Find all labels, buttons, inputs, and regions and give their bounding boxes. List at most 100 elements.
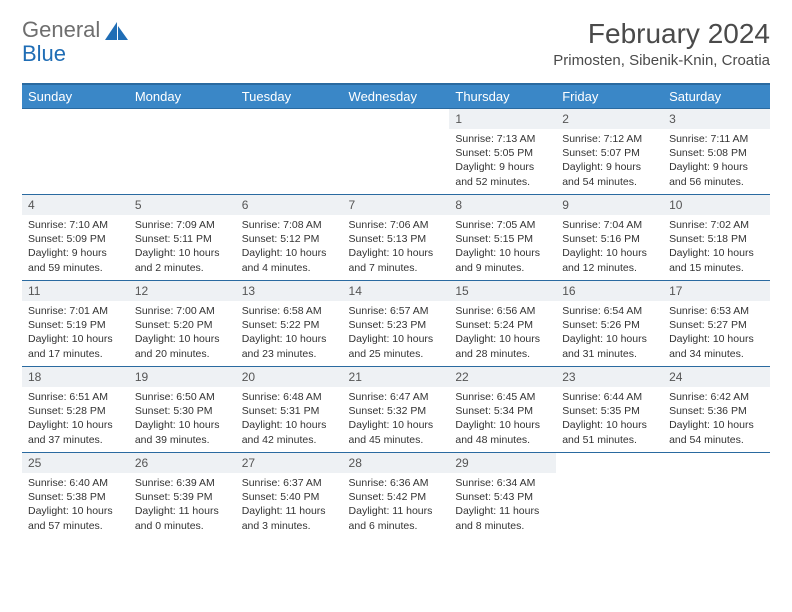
day-number: 28	[343, 453, 450, 473]
daylight-text-1: Daylight: 10 hours	[28, 332, 123, 346]
daylight-text-1: Daylight: 10 hours	[135, 418, 230, 432]
sunset-text: Sunset: 5:08 PM	[669, 146, 764, 160]
calendar-week-row: 11Sunrise: 7:01 AMSunset: 5:19 PMDayligh…	[22, 281, 770, 367]
sunrise-text: Sunrise: 6:54 AM	[562, 304, 657, 318]
day-details: Sunrise: 7:08 AMSunset: 5:12 PMDaylight:…	[236, 215, 343, 279]
daylight-text-1: Daylight: 10 hours	[135, 246, 230, 260]
daylight-text-1: Daylight: 10 hours	[455, 332, 550, 346]
daylight-text-2: and 17 minutes.	[28, 347, 123, 361]
sunset-text: Sunset: 5:28 PM	[28, 404, 123, 418]
daylight-text-1: Daylight: 9 hours	[669, 160, 764, 174]
day-details: Sunrise: 7:00 AMSunset: 5:20 PMDaylight:…	[129, 301, 236, 365]
day-number: 18	[22, 367, 129, 387]
day-details: Sunrise: 6:42 AMSunset: 5:36 PMDaylight:…	[663, 387, 770, 451]
sunset-text: Sunset: 5:19 PM	[28, 318, 123, 332]
sunset-text: Sunset: 5:12 PM	[242, 232, 337, 246]
daylight-text-2: and 2 minutes.	[135, 261, 230, 275]
day-number-empty	[343, 109, 450, 129]
day-number: 2	[556, 109, 663, 129]
sunrise-text: Sunrise: 6:58 AM	[242, 304, 337, 318]
sunrise-text: Sunrise: 7:10 AM	[28, 218, 123, 232]
day-number: 7	[343, 195, 450, 215]
day-details: Sunrise: 6:44 AMSunset: 5:35 PMDaylight:…	[556, 387, 663, 451]
sunset-text: Sunset: 5:42 PM	[349, 490, 444, 504]
calendar-day-cell: 29Sunrise: 6:34 AMSunset: 5:43 PMDayligh…	[449, 453, 556, 539]
sunrise-text: Sunrise: 7:04 AM	[562, 218, 657, 232]
location-text: Primosten, Sibenik-Knin, Croatia	[553, 52, 770, 69]
day-details: Sunrise: 6:57 AMSunset: 5:23 PMDaylight:…	[343, 301, 450, 365]
day-number-empty	[236, 109, 343, 129]
daylight-text-2: and 34 minutes.	[669, 347, 764, 361]
sunrise-text: Sunrise: 6:56 AM	[455, 304, 550, 318]
daylight-text-2: and 57 minutes.	[28, 519, 123, 533]
daylight-text-1: Daylight: 10 hours	[28, 504, 123, 518]
sunrise-text: Sunrise: 7:06 AM	[349, 218, 444, 232]
sunset-text: Sunset: 5:30 PM	[135, 404, 230, 418]
day-details: Sunrise: 7:13 AMSunset: 5:05 PMDaylight:…	[449, 129, 556, 193]
day-details: Sunrise: 6:40 AMSunset: 5:38 PMDaylight:…	[22, 473, 129, 537]
daylight-text-1: Daylight: 10 hours	[349, 246, 444, 260]
sunset-text: Sunset: 5:20 PM	[135, 318, 230, 332]
sunrise-text: Sunrise: 7:02 AM	[669, 218, 764, 232]
day-details: Sunrise: 6:45 AMSunset: 5:34 PMDaylight:…	[449, 387, 556, 451]
calendar-day-cell: 4Sunrise: 7:10 AMSunset: 5:09 PMDaylight…	[22, 195, 129, 281]
day-details: Sunrise: 6:37 AMSunset: 5:40 PMDaylight:…	[236, 473, 343, 537]
daylight-text-2: and 45 minutes.	[349, 433, 444, 447]
sunrise-text: Sunrise: 7:05 AM	[455, 218, 550, 232]
daylight-text-2: and 6 minutes.	[349, 519, 444, 533]
sunset-text: Sunset: 5:39 PM	[135, 490, 230, 504]
calendar-day-cell: 15Sunrise: 6:56 AMSunset: 5:24 PMDayligh…	[449, 281, 556, 367]
day-number: 27	[236, 453, 343, 473]
daylight-text-1: Daylight: 10 hours	[242, 418, 337, 432]
sunrise-text: Sunrise: 7:09 AM	[135, 218, 230, 232]
sunset-text: Sunset: 5:16 PM	[562, 232, 657, 246]
calendar-day-cell: 3Sunrise: 7:11 AMSunset: 5:08 PMDaylight…	[663, 109, 770, 195]
day-details: Sunrise: 6:34 AMSunset: 5:43 PMDaylight:…	[449, 473, 556, 537]
calendar-day-cell: 20Sunrise: 6:48 AMSunset: 5:31 PMDayligh…	[236, 367, 343, 453]
day-details: Sunrise: 7:10 AMSunset: 5:09 PMDaylight:…	[22, 215, 129, 279]
sunrise-text: Sunrise: 6:51 AM	[28, 390, 123, 404]
day-number: 10	[663, 195, 770, 215]
calendar-day-cell	[129, 109, 236, 195]
day-number: 15	[449, 281, 556, 301]
sunset-text: Sunset: 5:11 PM	[135, 232, 230, 246]
daylight-text-1: Daylight: 11 hours	[135, 504, 230, 518]
daylight-text-2: and 8 minutes.	[455, 519, 550, 533]
day-number: 5	[129, 195, 236, 215]
weekday-header: Sunday	[22, 84, 129, 109]
daylight-text-1: Daylight: 11 hours	[455, 504, 550, 518]
sunset-text: Sunset: 5:38 PM	[28, 490, 123, 504]
day-number: 20	[236, 367, 343, 387]
sunset-text: Sunset: 5:22 PM	[242, 318, 337, 332]
logo-word1: General	[22, 17, 100, 42]
daylight-text-1: Daylight: 11 hours	[349, 504, 444, 518]
day-number: 3	[663, 109, 770, 129]
sunrise-text: Sunrise: 7:13 AM	[455, 132, 550, 146]
daylight-text-2: and 3 minutes.	[242, 519, 337, 533]
day-number-empty	[663, 453, 770, 473]
sunrise-text: Sunrise: 6:44 AM	[562, 390, 657, 404]
weekday-header: Monday	[129, 84, 236, 109]
daylight-text-1: Daylight: 10 hours	[349, 418, 444, 432]
sunrise-text: Sunrise: 6:34 AM	[455, 476, 550, 490]
daylight-text-2: and 7 minutes.	[349, 261, 444, 275]
sunrise-text: Sunrise: 6:36 AM	[349, 476, 444, 490]
day-details: Sunrise: 6:56 AMSunset: 5:24 PMDaylight:…	[449, 301, 556, 365]
sunset-text: Sunset: 5:34 PM	[455, 404, 550, 418]
calendar-day-cell: 17Sunrise: 6:53 AMSunset: 5:27 PMDayligh…	[663, 281, 770, 367]
sunrise-text: Sunrise: 7:12 AM	[562, 132, 657, 146]
day-number: 24	[663, 367, 770, 387]
calendar-day-cell: 12Sunrise: 7:00 AMSunset: 5:20 PMDayligh…	[129, 281, 236, 367]
sunset-text: Sunset: 5:15 PM	[455, 232, 550, 246]
day-details: Sunrise: 7:05 AMSunset: 5:15 PMDaylight:…	[449, 215, 556, 279]
daylight-text-1: Daylight: 10 hours	[455, 418, 550, 432]
day-number: 14	[343, 281, 450, 301]
daylight-text-2: and 52 minutes.	[455, 175, 550, 189]
day-number: 22	[449, 367, 556, 387]
day-details: Sunrise: 6:53 AMSunset: 5:27 PMDaylight:…	[663, 301, 770, 365]
day-number: 26	[129, 453, 236, 473]
day-details: Sunrise: 7:11 AMSunset: 5:08 PMDaylight:…	[663, 129, 770, 193]
day-details: Sunrise: 7:12 AMSunset: 5:07 PMDaylight:…	[556, 129, 663, 193]
daylight-text-2: and 20 minutes.	[135, 347, 230, 361]
sunrise-text: Sunrise: 6:39 AM	[135, 476, 230, 490]
